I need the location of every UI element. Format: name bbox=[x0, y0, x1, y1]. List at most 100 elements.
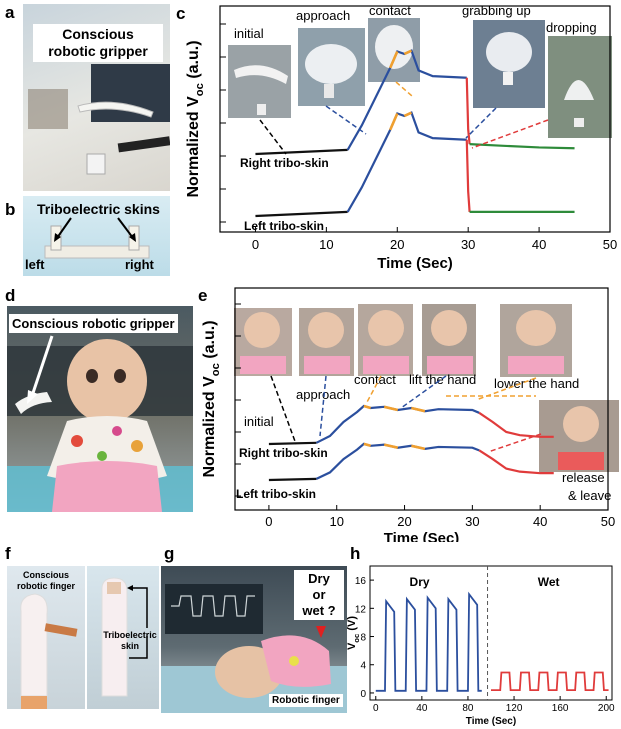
x-tick-label: 30 bbox=[465, 514, 479, 529]
y-axis-label-main: Normalized V bbox=[185, 96, 202, 198]
series-label: Left tribo-skin bbox=[244, 219, 324, 233]
contact-highlight bbox=[411, 406, 426, 413]
series-line-left bbox=[255, 210, 348, 218]
y-axis-label-main: Normalized V bbox=[201, 376, 218, 478]
panel-g-photo: Dry or wet ? Robotic finger bbox=[161, 566, 347, 713]
y-axis-label-sub: oc bbox=[210, 363, 222, 376]
series-line-left bbox=[478, 449, 554, 475]
panel-b-right-label: right bbox=[125, 257, 154, 272]
series-line-right bbox=[255, 148, 348, 156]
x-tick-label: 10 bbox=[319, 237, 333, 252]
series-line-dry bbox=[375, 591, 482, 692]
panel-f-label-top: Conscious robotic finger bbox=[17, 570, 75, 591]
series-line-right bbox=[478, 411, 554, 438]
stage-pointer bbox=[270, 375, 297, 445]
stage-pointer bbox=[365, 375, 382, 405]
monitor-shape bbox=[91, 64, 170, 122]
gripper-shape bbox=[15, 392, 52, 414]
contact-highlight bbox=[363, 442, 371, 448]
x-tick-label: 20 bbox=[390, 237, 404, 252]
stage-label: approach bbox=[296, 8, 350, 23]
contact-highlight bbox=[383, 443, 399, 449]
stage-label: lower the hand bbox=[494, 376, 579, 391]
x-tick-label: 0 bbox=[373, 703, 379, 714]
stage-pointer bbox=[400, 375, 447, 409]
stage-pointer bbox=[487, 433, 542, 453]
y-tick-label: 4 bbox=[360, 661, 366, 672]
panel-a-photo: Conscious robotic gripper bbox=[23, 4, 170, 191]
x-axis-label: Time (Sec) bbox=[466, 716, 516, 727]
stage-pointer bbox=[325, 105, 367, 135]
y-axis-label-unit: (a.u.) bbox=[185, 40, 202, 83]
stage-pointer bbox=[475, 377, 537, 401]
x-tick-label: 40 bbox=[532, 237, 546, 252]
gripper-shape bbox=[77, 101, 154, 118]
series-label: Right tribo-skin bbox=[239, 446, 328, 460]
x-tick-label: 40 bbox=[533, 514, 547, 529]
y-tick-label: 8 bbox=[360, 633, 366, 644]
stage-label: & leave bbox=[568, 488, 611, 503]
x-axis-label: Time (Sec) bbox=[377, 255, 453, 272]
panel-letter-a: a bbox=[5, 3, 15, 22]
stage-label: approach bbox=[296, 387, 350, 402]
x-tick-label: 50 bbox=[603, 237, 617, 252]
x-tick-label: 30 bbox=[461, 237, 475, 252]
stage-label: initial bbox=[234, 26, 264, 41]
panel-b-left-label: left bbox=[25, 257, 45, 272]
stage-label: lift the hand bbox=[409, 372, 476, 387]
y-axis-label: Voc (V) bbox=[346, 616, 361, 650]
x-tick-label: 20 bbox=[397, 514, 411, 529]
panel-d-photo: Conscious robotic gripper bbox=[7, 306, 193, 512]
y-axis-label-unit: (a.u.) bbox=[201, 320, 218, 363]
x-tick-label: 200 bbox=[598, 703, 615, 714]
series-line-right bbox=[469, 143, 575, 150]
panel-d-title: Conscious robotic gripper bbox=[9, 314, 178, 333]
panel-letter-c: c bbox=[176, 4, 186, 23]
series-line-right bbox=[268, 441, 317, 446]
x-tick-label: 120 bbox=[506, 703, 523, 714]
contact-highlight bbox=[388, 50, 399, 69]
baby-head-shape bbox=[67, 339, 147, 423]
y-axis-label-sub: oc bbox=[352, 633, 361, 643]
contact-highlight bbox=[388, 112, 399, 131]
x-tick-label: 10 bbox=[329, 514, 343, 529]
panel-letter-e: e bbox=[198, 286, 208, 305]
stage-label: dropping bbox=[546, 20, 597, 35]
series-label: Right tribo-skin bbox=[240, 156, 329, 170]
y-axis-label-main: V bbox=[346, 642, 358, 650]
stage-pointer bbox=[395, 81, 413, 97]
panel-a-title: Conscious robotic gripper bbox=[33, 24, 163, 62]
series-line-left bbox=[465, 139, 471, 212]
contact-highlight bbox=[411, 444, 426, 451]
y-tick-label: 0 bbox=[360, 689, 366, 700]
arrow-icon bbox=[129, 587, 148, 628]
y-axis-label: Normalized Voc (a.u.) bbox=[201, 320, 222, 477]
chart-e: 0 10 20 30 40 50 Time (Sec) Normalized Voc (a.u… bbox=[201, 287, 619, 542]
stage-label: initial bbox=[244, 414, 274, 429]
series-line-left bbox=[268, 477, 317, 482]
series-line-right bbox=[315, 404, 480, 444]
stage-pointer bbox=[259, 119, 287, 155]
x-tick-label: 50 bbox=[601, 514, 615, 529]
series-line-left bbox=[315, 442, 480, 480]
chart-c: 0 10 20 30 40 50 Time (Sec) Normalized Voc (a.u… bbox=[185, 3, 617, 272]
x-tick-label: 0 bbox=[252, 237, 259, 252]
panel-letter-g: g bbox=[164, 544, 175, 563]
object-shape bbox=[86, 153, 106, 175]
arrow-icon bbox=[30, 335, 54, 397]
stage-label: grabbing up bbox=[462, 3, 531, 18]
contact-highlight bbox=[383, 405, 399, 412]
panel-f-label-bottom: Triboelectric skin bbox=[103, 630, 157, 651]
stage-pointer bbox=[319, 375, 327, 437]
stage-label: contact bbox=[354, 372, 396, 387]
x-tick-label: 0 bbox=[265, 514, 272, 529]
contact-highlight bbox=[403, 111, 413, 118]
series-line-right bbox=[346, 49, 467, 151]
stage-label: release bbox=[562, 470, 605, 485]
panel-g-finger-label: Robotic finger bbox=[269, 694, 343, 707]
x-tick-label: 40 bbox=[416, 703, 428, 714]
y-axis-label-sub: oc bbox=[194, 83, 206, 96]
y-tick-label: 12 bbox=[355, 604, 367, 615]
arrow-right-icon bbox=[117, 217, 134, 239]
